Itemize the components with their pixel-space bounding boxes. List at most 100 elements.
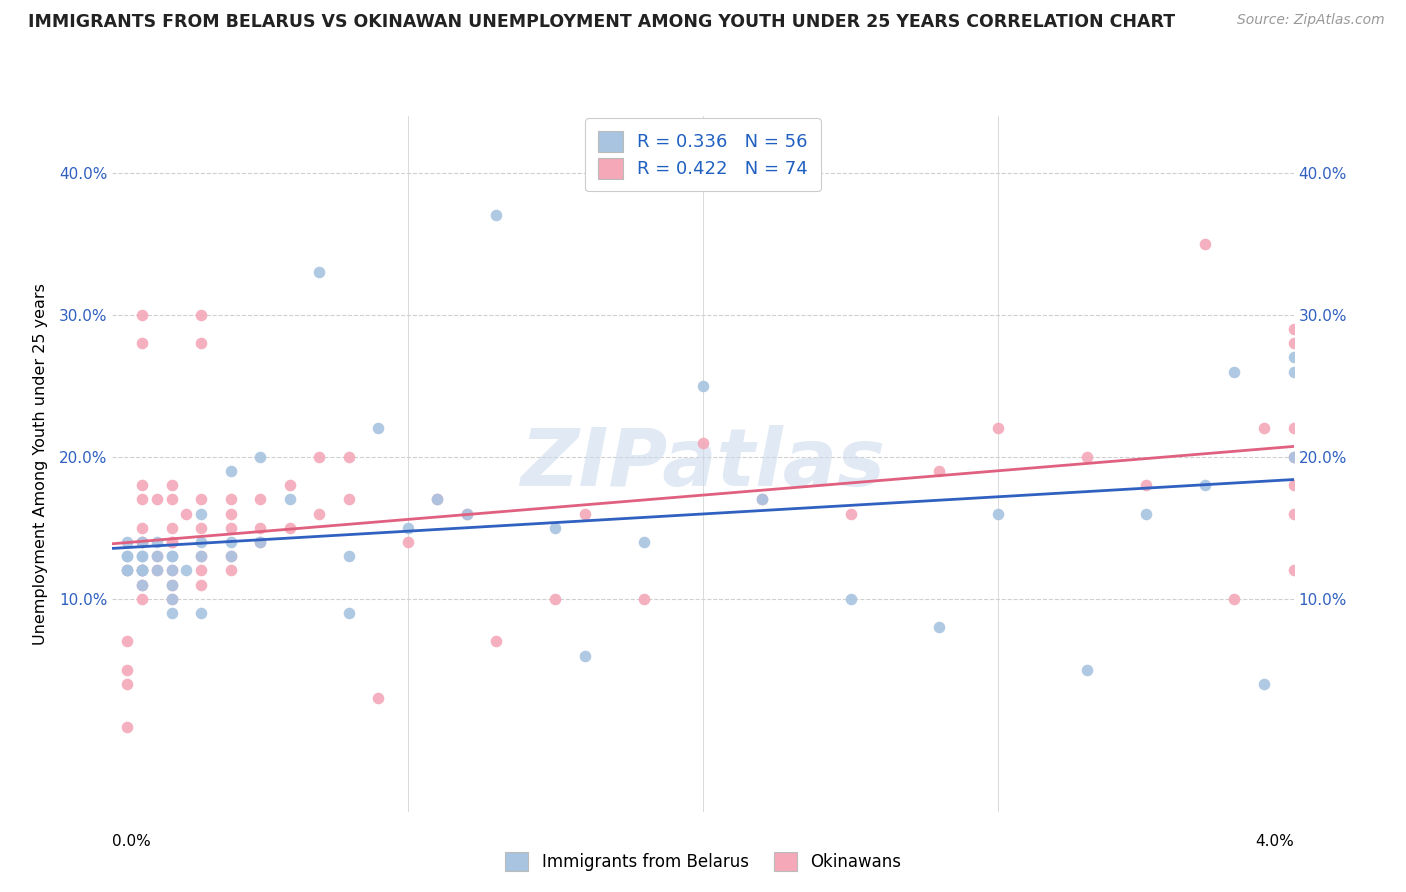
Point	[160, 535, 183, 549]
Point	[278, 521, 301, 535]
Point	[1253, 421, 1275, 435]
Point	[456, 507, 478, 521]
Point	[146, 563, 169, 577]
Point	[160, 478, 183, 492]
Point	[1282, 450, 1305, 464]
Point	[308, 507, 330, 521]
Point	[117, 535, 138, 549]
Point	[190, 492, 212, 507]
Point	[160, 549, 183, 563]
Point	[544, 521, 567, 535]
Point	[174, 563, 197, 577]
Point	[1282, 322, 1305, 336]
Point	[190, 521, 212, 535]
Point	[117, 634, 138, 648]
Point	[117, 663, 138, 677]
Point	[190, 308, 212, 322]
Point	[1223, 365, 1246, 379]
Point	[131, 563, 153, 577]
Point	[160, 577, 183, 591]
Point	[117, 549, 138, 563]
Point	[117, 563, 138, 577]
Text: ZIPatlas: ZIPatlas	[520, 425, 886, 503]
Point	[117, 563, 138, 577]
Point	[1282, 478, 1305, 492]
Point	[928, 620, 950, 634]
Point	[367, 691, 389, 706]
Point	[131, 492, 153, 507]
Point	[278, 478, 301, 492]
Point	[692, 435, 714, 450]
Point	[146, 535, 169, 549]
Point	[337, 450, 360, 464]
Point	[456, 507, 478, 521]
Point	[337, 492, 360, 507]
Point	[337, 606, 360, 620]
Point	[160, 535, 183, 549]
Point	[190, 549, 212, 563]
Point	[633, 591, 655, 606]
Point	[190, 577, 212, 591]
Point	[160, 549, 183, 563]
Point	[426, 492, 449, 507]
Point	[574, 507, 596, 521]
Point	[160, 591, 183, 606]
Point	[1076, 663, 1098, 677]
Point	[219, 464, 242, 478]
Point	[278, 492, 301, 507]
Point	[219, 507, 242, 521]
Point	[1076, 450, 1098, 464]
Point	[174, 507, 197, 521]
Text: 0.0%: 0.0%	[112, 834, 152, 849]
Point	[308, 265, 330, 279]
Point	[160, 563, 183, 577]
Point	[190, 336, 212, 351]
Point	[1282, 563, 1305, 577]
Point	[249, 450, 271, 464]
Point	[219, 492, 242, 507]
Point	[1282, 507, 1305, 521]
Point	[131, 563, 153, 577]
Point	[131, 549, 153, 563]
Point	[131, 535, 153, 549]
Point	[131, 591, 153, 606]
Point	[131, 577, 153, 591]
Point	[308, 450, 330, 464]
Point	[190, 507, 212, 521]
Point	[633, 535, 655, 549]
Point	[928, 464, 950, 478]
Point	[249, 521, 271, 535]
Point	[117, 563, 138, 577]
Legend: R = 0.336   N = 56, R = 0.422   N = 74: R = 0.336 N = 56, R = 0.422 N = 74	[585, 118, 821, 192]
Point	[146, 563, 169, 577]
Point	[146, 549, 169, 563]
Point	[987, 507, 1010, 521]
Point	[426, 492, 449, 507]
Point	[1282, 351, 1305, 365]
Point	[160, 606, 183, 620]
Text: 4.0%: 4.0%	[1254, 834, 1294, 849]
Point	[544, 591, 567, 606]
Point	[131, 535, 153, 549]
Point	[839, 591, 862, 606]
Point	[839, 507, 862, 521]
Point	[160, 521, 183, 535]
Point	[1282, 336, 1305, 351]
Point	[219, 549, 242, 563]
Y-axis label: Unemployment Among Youth under 25 years: Unemployment Among Youth under 25 years	[32, 283, 48, 645]
Point	[692, 378, 714, 392]
Point	[396, 535, 419, 549]
Point	[987, 421, 1010, 435]
Point	[1282, 365, 1305, 379]
Point	[367, 421, 389, 435]
Text: IMMIGRANTS FROM BELARUS VS OKINAWAN UNEMPLOYMENT AMONG YOUTH UNDER 25 YEARS CORR: IMMIGRANTS FROM BELARUS VS OKINAWAN UNEM…	[28, 13, 1175, 31]
Point	[131, 563, 153, 577]
Point	[1223, 591, 1246, 606]
Point	[1282, 421, 1305, 435]
Point	[160, 591, 183, 606]
Point	[1135, 507, 1157, 521]
Point	[219, 535, 242, 549]
Legend: Immigrants from Belarus, Okinawans: Immigrants from Belarus, Okinawans	[496, 843, 910, 880]
Point	[249, 535, 271, 549]
Point	[219, 521, 242, 535]
